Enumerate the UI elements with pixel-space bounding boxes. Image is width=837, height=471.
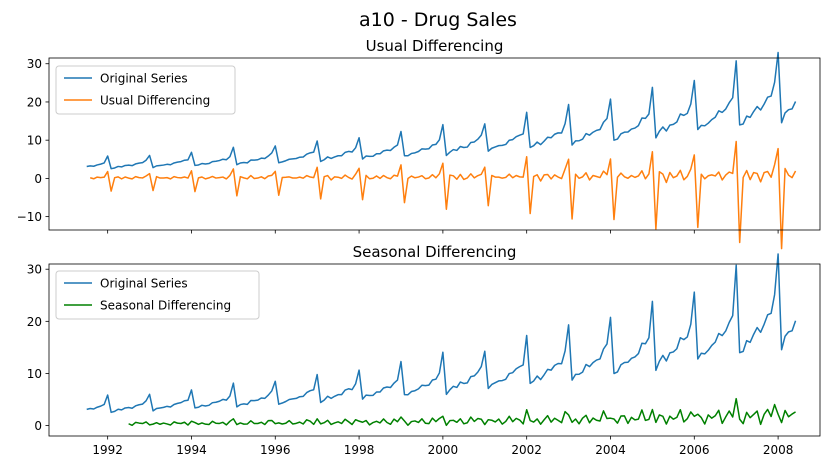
y-tick-label: 30 xyxy=(27,57,42,71)
legend-label: Seasonal Differencing xyxy=(100,299,231,313)
legend: Original Series Usual Differencing xyxy=(55,65,236,115)
seasonal-differencing-title: Seasonal Differencing xyxy=(353,243,517,261)
y-tick-label: 20 xyxy=(27,315,42,329)
y-tick-label: 0 xyxy=(34,172,42,186)
series-line-usual-differencing xyxy=(89,140,797,250)
axes-frame xyxy=(48,263,821,437)
y-tick-label: 0 xyxy=(34,419,42,433)
usual-differencing-panel: Usual Differencing −10 0 10 20 30 Original Se… xyxy=(17,37,821,250)
y-tick-label: 10 xyxy=(27,367,42,381)
x-tick-label: 1992 xyxy=(92,443,123,457)
x-tick-label: 2004 xyxy=(595,443,626,457)
legend-box xyxy=(55,65,236,115)
x-tick-label: 2006 xyxy=(679,443,710,457)
legend-label: Original Series xyxy=(100,72,188,86)
y-tick-label: 20 xyxy=(27,95,42,109)
seasonal-differencing-plot: 0 10 20 30 1992 1994 1996 1998 2000 2002 2004 2006 2… xyxy=(27,253,821,457)
x-tick-label: 2002 xyxy=(511,443,542,457)
legend: Original Series Seasonal Differencing xyxy=(55,270,260,320)
x-tick-label: 1996 xyxy=(260,443,291,457)
series-line-seasonal-differencing xyxy=(128,397,796,427)
legend-box xyxy=(55,270,260,320)
x-tick-label: 1998 xyxy=(344,443,375,457)
legend-label: Usual Differencing xyxy=(100,94,210,108)
legend-label: Original Series xyxy=(100,277,188,291)
y-tick-label: 10 xyxy=(27,134,42,148)
x-tick-label: 2008 xyxy=(763,443,794,457)
y-tick-label: −10 xyxy=(17,210,42,224)
x-tick-label: 1994 xyxy=(176,443,207,457)
seasonal-differencing-panel: Seasonal Differencing 0 10 20 30 1992 1994 199… xyxy=(27,243,821,457)
usual-differencing-title: Usual Differencing xyxy=(366,37,504,55)
series-line-original-series xyxy=(86,253,797,414)
series-line-original-series xyxy=(86,51,797,170)
figure-title: a10 - Drug Sales xyxy=(359,9,517,31)
usual-differencing-plot: −10 0 10 20 30 Original Series Usual Differenc… xyxy=(17,51,821,250)
x-tick-label: 2000 xyxy=(428,443,459,457)
axes-frame xyxy=(48,57,821,231)
y-tick-label: 30 xyxy=(27,263,42,277)
